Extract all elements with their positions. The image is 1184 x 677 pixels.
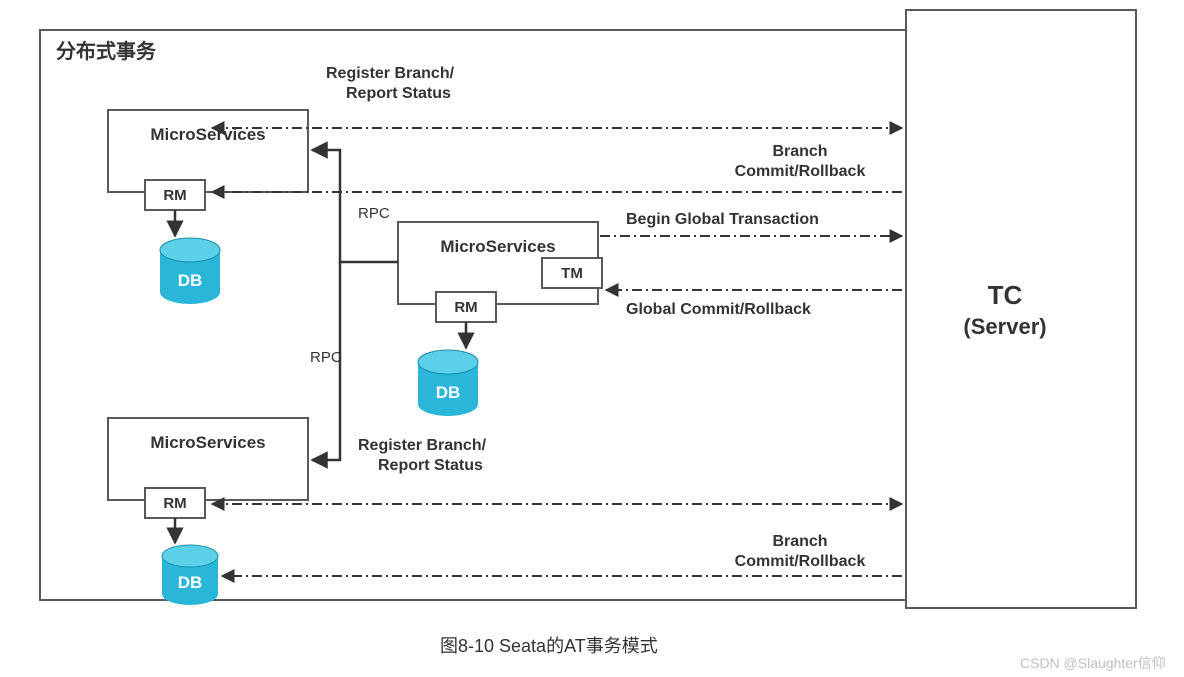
- ms1-label: MicroServices: [150, 125, 265, 144]
- branchcommit-top-2: Commit/Rollback: [735, 163, 866, 180]
- microservice-2: MicroServices RM TM DB: [398, 222, 602, 416]
- branchcommit-bot-2: Commit/Rollback: [735, 553, 866, 570]
- microservice-1: MicroServices RM DB: [108, 110, 308, 304]
- regbranch-bot-2: Report Status: [378, 457, 483, 474]
- ms3-rm-label: RM: [163, 495, 186, 512]
- ms2-db-icon: DB: [418, 350, 478, 416]
- global-commit-label: Global Commit/Rollback: [626, 301, 811, 318]
- watermark-text: CSDN @Slaughter信仰: [1020, 655, 1166, 671]
- ms1-rm-label: RM: [163, 187, 186, 204]
- ms2-rm-label: RM: [454, 299, 477, 316]
- ms1-db-label: DB: [178, 271, 203, 290]
- tc-title-2: (Server): [963, 314, 1046, 339]
- ms1-db-icon: DB: [160, 238, 220, 304]
- ms2-tm-label: TM: [561, 265, 583, 282]
- regbranch-top-1: Register Branch/: [326, 65, 455, 82]
- rpc1-label: RPC: [358, 205, 390, 222]
- ms3-db-icon: DB: [162, 545, 218, 605]
- ms2-label: MicroServices: [440, 237, 555, 256]
- rpc2-label: RPC: [310, 349, 342, 366]
- figure-caption: 图8-10 Seata的AT事务模式: [440, 636, 658, 656]
- outer-box-title: 分布式事务: [56, 39, 157, 63]
- ms3-label: MicroServices: [150, 433, 265, 452]
- tc-title-1: TC: [988, 280, 1023, 310]
- seata-at-diagram: 分布式事务 TC (Server) MicroServices RM DB Mi…: [0, 0, 1184, 677]
- branchcommit-top-1: Branch: [772, 143, 827, 160]
- ms3-db-label: DB: [178, 573, 203, 592]
- regbranch-bot-1: Register Branch/: [358, 437, 487, 454]
- ms2-db-label: DB: [436, 383, 461, 402]
- regbranch-top-2: Report Status: [346, 85, 451, 102]
- begin-global-label: Begin Global Transaction: [626, 211, 819, 228]
- branchcommit-bot-1: Branch: [772, 533, 827, 550]
